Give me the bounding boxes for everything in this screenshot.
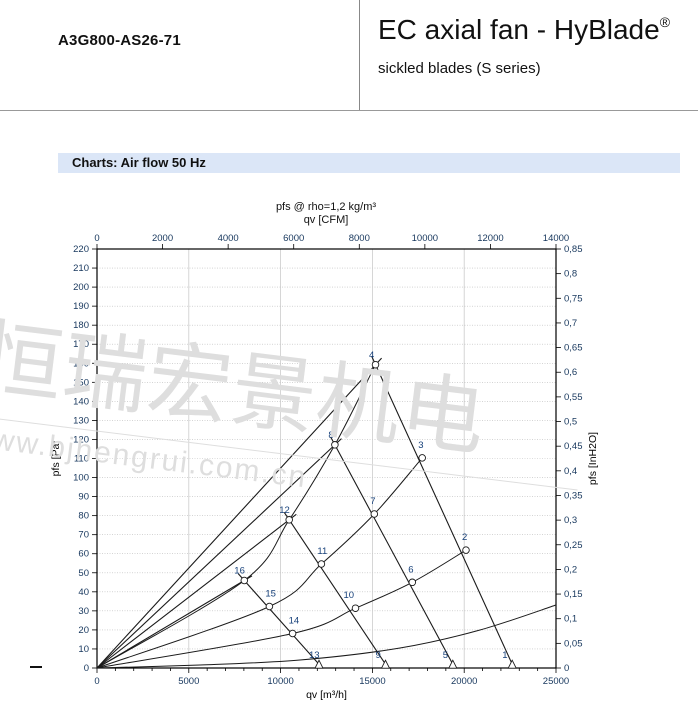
svg-text:13: 13 xyxy=(309,650,320,661)
svg-text:200: 200 xyxy=(73,282,89,293)
svg-text:110: 110 xyxy=(74,454,89,465)
svg-text:160: 160 xyxy=(73,358,89,369)
svg-text:2: 2 xyxy=(462,532,467,543)
svg-text:0,8: 0,8 xyxy=(564,269,577,280)
svg-text:0,2: 0,2 xyxy=(564,564,577,575)
svg-text:0,5: 0,5 xyxy=(564,417,577,428)
svg-text:6000: 6000 xyxy=(283,233,304,244)
svg-text:10: 10 xyxy=(78,644,89,655)
svg-text:qv [CFM]: qv [CFM] xyxy=(304,214,349,226)
svg-text:100: 100 xyxy=(73,473,89,484)
svg-text:180: 180 xyxy=(73,320,89,331)
svg-text:10000: 10000 xyxy=(412,233,438,244)
svg-text:10: 10 xyxy=(344,590,355,601)
svg-text:14000: 14000 xyxy=(543,233,569,244)
svg-text:0: 0 xyxy=(94,676,99,687)
svg-text:25000: 25000 xyxy=(543,676,569,687)
svg-text:14: 14 xyxy=(289,616,300,627)
svg-text:0,85: 0,85 xyxy=(564,244,583,255)
svg-text:pfs [Pa]: pfs [Pa] xyxy=(50,441,62,477)
svg-text:70: 70 xyxy=(78,530,89,541)
svg-text:0,25: 0,25 xyxy=(564,540,583,551)
svg-text:0,65: 0,65 xyxy=(564,343,583,354)
svg-text:12: 12 xyxy=(279,505,290,516)
svg-text:11: 11 xyxy=(317,546,327,557)
svg-text:0,35: 0,35 xyxy=(564,490,583,501)
svg-text:120: 120 xyxy=(73,434,89,445)
svg-text:4: 4 xyxy=(369,350,374,361)
svg-text:220: 220 xyxy=(73,244,89,255)
svg-text:50: 50 xyxy=(78,568,89,579)
svg-text:130: 130 xyxy=(73,415,89,426)
svg-text:0,7: 0,7 xyxy=(564,318,577,329)
svg-text:0: 0 xyxy=(94,233,99,244)
svg-text:8: 8 xyxy=(328,430,333,441)
svg-text:20000: 20000 xyxy=(451,676,477,687)
svg-text:4000: 4000 xyxy=(218,233,239,244)
svg-text:0,55: 0,55 xyxy=(564,392,583,403)
svg-text:0,05: 0,05 xyxy=(564,638,583,649)
svg-text:pfs [InH2O]: pfs [InH2O] xyxy=(587,432,599,485)
svg-text:12000: 12000 xyxy=(477,233,503,244)
svg-text:170: 170 xyxy=(73,339,89,350)
svg-text:0: 0 xyxy=(84,663,89,674)
svg-text:0: 0 xyxy=(564,663,569,674)
svg-text:pfs @ rho=1,2 kg/m³: pfs @ rho=1,2 kg/m³ xyxy=(276,201,376,213)
svg-text:190: 190 xyxy=(73,301,89,312)
svg-text:0,1: 0,1 xyxy=(564,614,577,625)
svg-text:40: 40 xyxy=(78,587,89,598)
svg-text:10000: 10000 xyxy=(267,676,293,687)
svg-text:qv [m³/h]: qv [m³/h] xyxy=(306,689,347,701)
svg-text:7: 7 xyxy=(370,496,375,507)
svg-text:5000: 5000 xyxy=(178,676,199,687)
svg-text:60: 60 xyxy=(78,549,89,560)
svg-text:80: 80 xyxy=(78,511,89,522)
svg-text:30: 30 xyxy=(78,606,89,617)
svg-text:0,45: 0,45 xyxy=(564,441,583,452)
svg-text:140: 140 xyxy=(73,396,89,407)
svg-text:16: 16 xyxy=(234,566,245,577)
svg-text:6: 6 xyxy=(408,564,413,575)
svg-text:8000: 8000 xyxy=(349,233,370,244)
svg-text:90: 90 xyxy=(78,492,89,503)
svg-text:0,3: 0,3 xyxy=(564,515,577,526)
svg-text:0,6: 0,6 xyxy=(564,367,577,378)
svg-text:150: 150 xyxy=(73,377,89,388)
svg-text:9: 9 xyxy=(376,650,381,661)
svg-text:5: 5 xyxy=(443,650,448,661)
svg-text:0,15: 0,15 xyxy=(564,589,583,600)
svg-text:210: 210 xyxy=(73,263,89,274)
svg-text:15000: 15000 xyxy=(359,676,385,687)
svg-text:2000: 2000 xyxy=(152,233,173,244)
svg-text:0,4: 0,4 xyxy=(564,466,577,477)
svg-text:20: 20 xyxy=(78,625,89,636)
svg-text:3: 3 xyxy=(418,440,423,451)
svg-text:15: 15 xyxy=(265,589,276,600)
svg-text:0,75: 0,75 xyxy=(564,293,583,304)
svg-text:1: 1 xyxy=(502,650,507,661)
